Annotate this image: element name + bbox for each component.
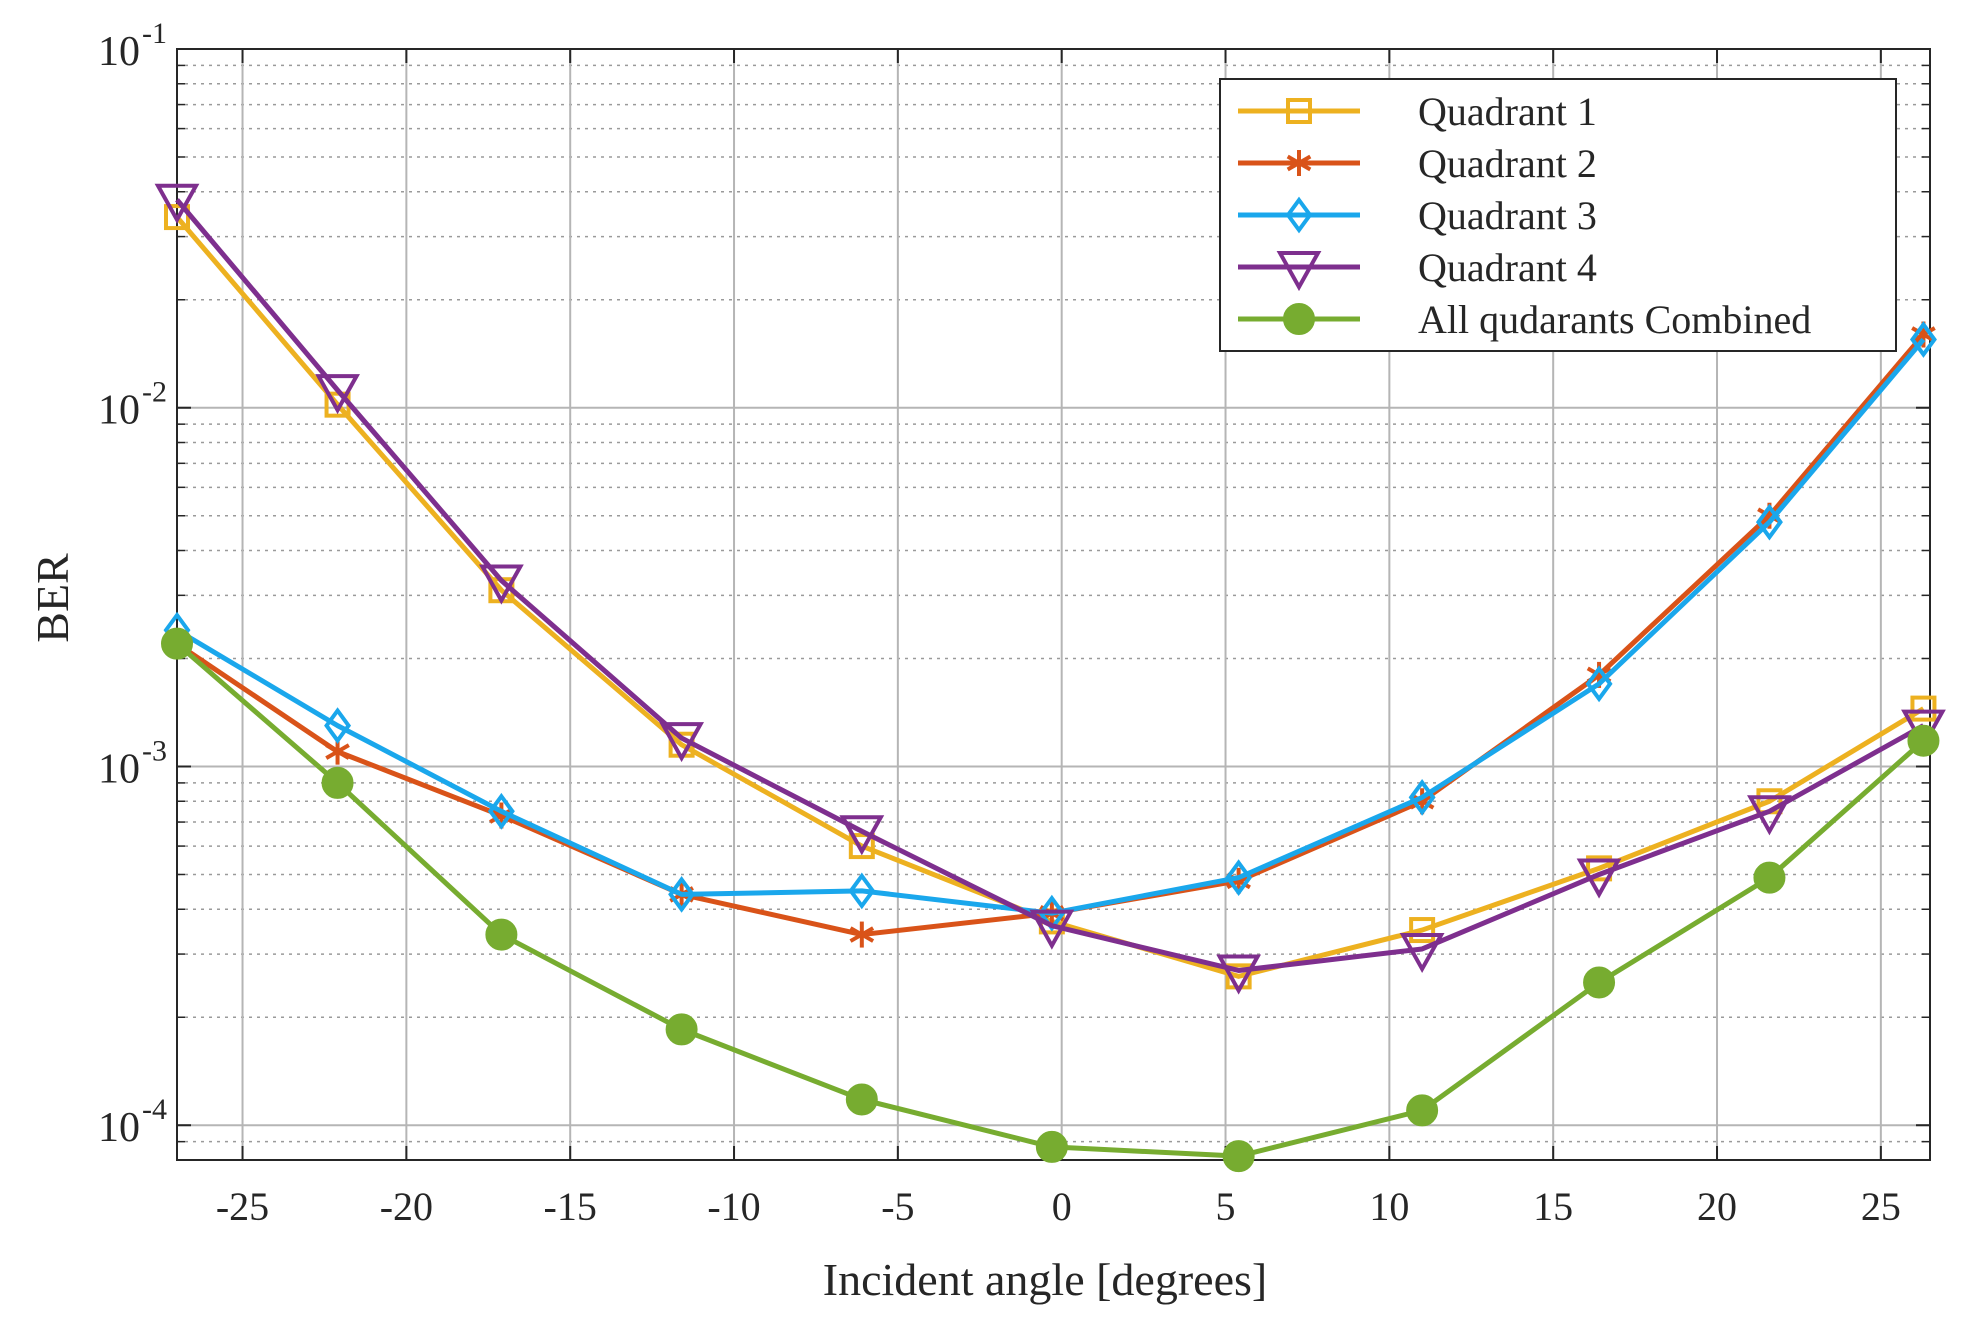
data-point-triangle: [1576, 858, 1622, 899]
data-point-circle: [485, 918, 518, 951]
data-point-circle: [1583, 966, 1616, 999]
x-tick-label: 0: [1052, 1184, 1072, 1229]
data-point-diamond: [1909, 321, 1937, 358]
data-point-diamond: [487, 792, 515, 830]
x-tick-label: 20: [1697, 1184, 1737, 1229]
x-tick-label: -5: [881, 1184, 914, 1229]
x-tick-label: -10: [707, 1184, 760, 1229]
y-tick-exponent: -1: [142, 17, 167, 50]
data-point-circle: [845, 1083, 878, 1116]
data-point-triangle: [1276, 251, 1322, 292]
data-point-diamond: [1225, 859, 1253, 897]
y-tick-label: 10: [98, 1105, 140, 1151]
data-point-diamond: [1285, 196, 1313, 234]
data-point-square: [848, 833, 875, 860]
data-point-triangle: [659, 722, 705, 763]
data-point-diamond: [1408, 779, 1436, 816]
legend-item: Quadrant 2: [1238, 141, 1597, 186]
x-tick-label: 25: [1861, 1184, 1901, 1229]
y-tick-exponent: -3: [142, 734, 167, 767]
data-point-circle: [1753, 861, 1786, 894]
asterisk-stroke: [849, 926, 875, 943]
x-tick-label: 5: [1216, 1184, 1236, 1229]
data-point-diamond: [324, 707, 352, 744]
x-tick-label: 15: [1533, 1184, 1573, 1229]
data-point-circle: [1283, 303, 1315, 335]
data-point-circle: [665, 1013, 698, 1046]
data-point-diamond: [848, 872, 876, 910]
data-point-diamond: [668, 876, 696, 913]
y-tick-label: 10: [98, 388, 140, 434]
legend-item: Quadrant 4: [1238, 245, 1597, 292]
legend-label: Quadrant 4: [1418, 245, 1597, 290]
x-tick-label: -20: [380, 1184, 433, 1229]
data-point-triangle: [1029, 909, 1075, 950]
asterisk-stroke: [1409, 793, 1435, 810]
data-point-circle: [1035, 1130, 1068, 1163]
data-point-circle: [1222, 1140, 1255, 1173]
data-point-asterisk: [1286, 150, 1312, 176]
legend-label: Quadrant 2: [1418, 141, 1597, 186]
data-point-circle: [1907, 724, 1940, 757]
y-tick-label: 10: [98, 29, 140, 75]
data-point-triangle: [1747, 795, 1792, 836]
y-tick-exponent: -4: [142, 1093, 167, 1126]
data-point-square: [1910, 695, 1937, 722]
legend-label: Quadrant 1: [1418, 89, 1597, 134]
data-point-diamond: [1585, 665, 1613, 703]
data-point-square: [164, 204, 190, 231]
data-point-square: [1286, 98, 1312, 124]
series-line: [175, 198, 1925, 973]
asterisk-stroke: [325, 743, 350, 760]
legend-item: Quadrant 3: [1238, 193, 1597, 238]
legend: Quadrant 1 Quadrant 2 Quadrant 3 Quadrant 4…: [1219, 78, 1897, 352]
series-4: [154, 183, 1946, 995]
data-point-circle: [1406, 1094, 1439, 1127]
asterisk-stroke: [489, 807, 514, 824]
data-point-triangle: [1216, 954, 1262, 995]
plot-series: [154, 183, 1946, 1173]
data-point-triangle: [839, 815, 885, 856]
x-tick-label: 10: [1369, 1184, 1409, 1229]
data-point-triangle: [315, 374, 360, 415]
data-point-square: [1409, 917, 1436, 944]
data-point-triangle: [1399, 932, 1445, 974]
y-tick-exponent: -2: [142, 376, 167, 409]
data-point-asterisk: [849, 921, 875, 948]
series-5: [161, 627, 1940, 1173]
data-point-diamond: [1755, 503, 1783, 541]
y-tick-label: 10: [98, 746, 140, 792]
data-point-triangle: [154, 183, 200, 224]
x-tick-label: -25: [216, 1184, 269, 1229]
y-axis-label: BER: [27, 553, 78, 643]
asterisk-stroke: [1286, 154, 1312, 172]
x-tick-label: -15: [544, 1184, 597, 1229]
legend-label: Quadrant 3: [1418, 193, 1597, 238]
data-point-circle: [321, 766, 354, 799]
legend-item: All qudarants Combined: [1238, 297, 1811, 342]
data-point-triangle: [478, 564, 524, 605]
asterisk-stroke: [1911, 326, 1936, 343]
data-point-circle: [161, 627, 193, 660]
x-axis-label: Incident angle [degrees]: [823, 1254, 1267, 1305]
legend-item: Quadrant 1: [1238, 89, 1597, 134]
legend-label: All qudarants Combined: [1418, 297, 1811, 342]
